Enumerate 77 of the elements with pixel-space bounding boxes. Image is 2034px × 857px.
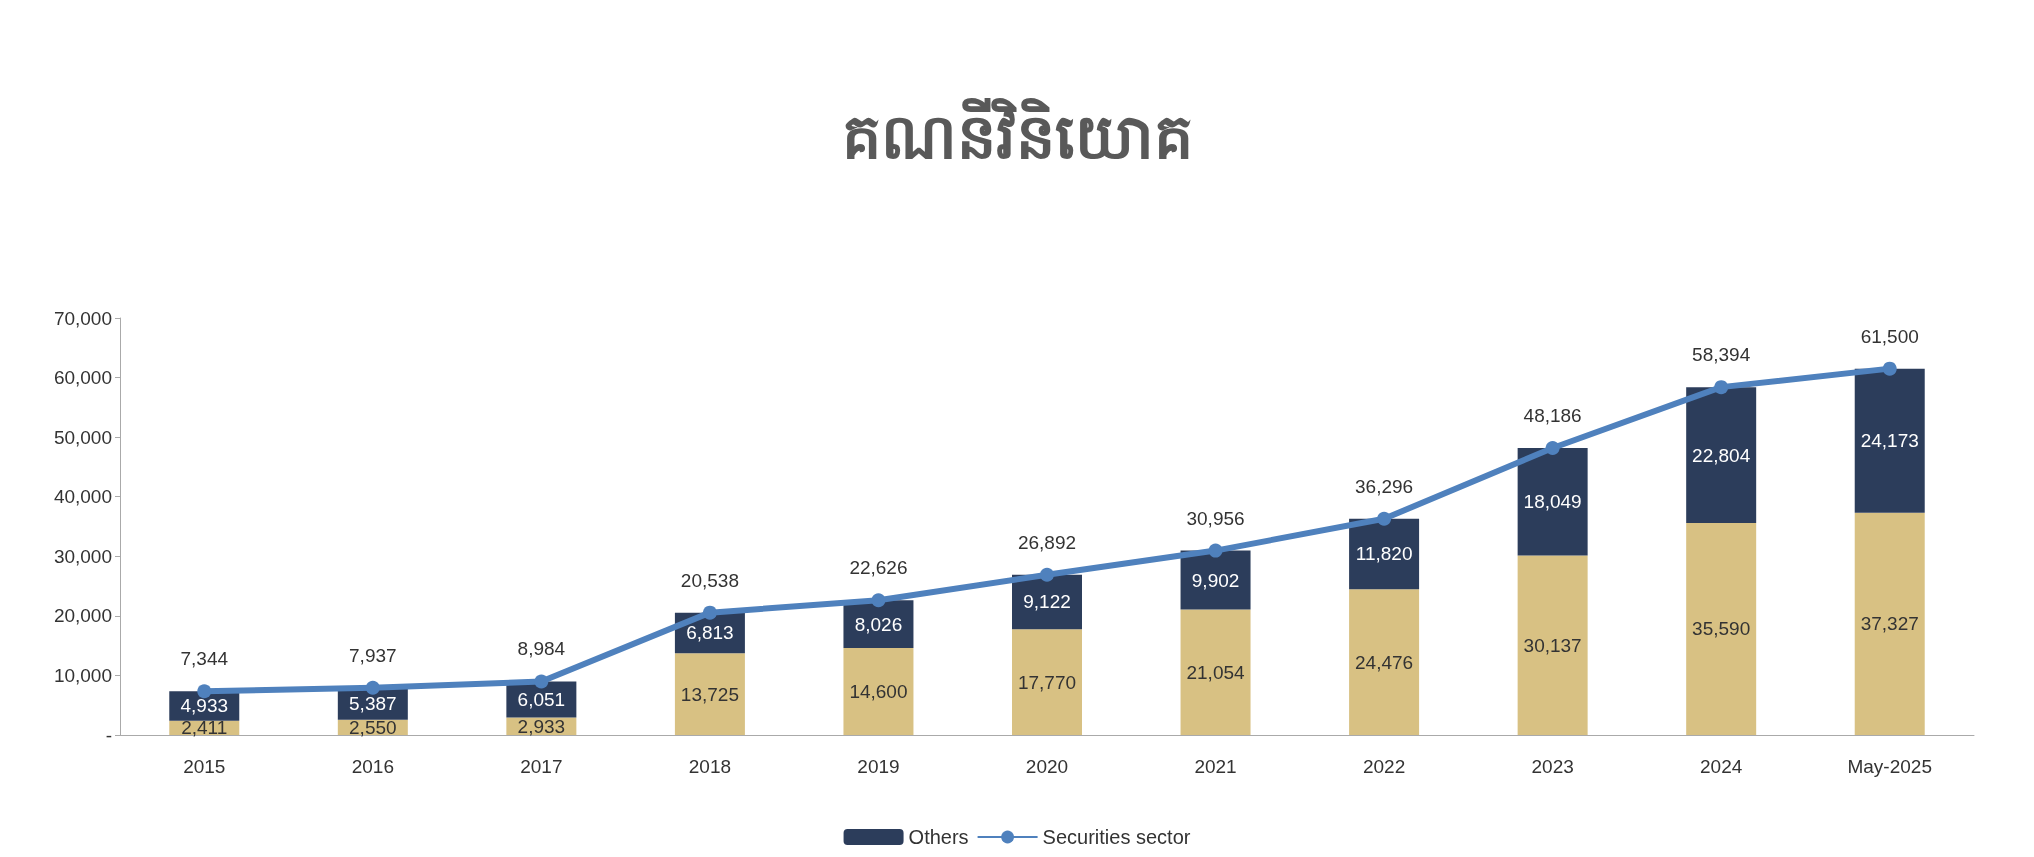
- data-label: 8,984: [517, 638, 566, 660]
- data-label: 14,600: [849, 681, 908, 703]
- point: [365, 680, 380, 695]
- bar: [1349, 589, 1420, 735]
- y-tick-label: 30,000: [53, 545, 112, 567]
- bar: [843, 648, 914, 735]
- data-label: 2,933: [517, 715, 566, 737]
- data-label: 8,026: [854, 613, 903, 635]
- x-tick-label: 2020: [1025, 756, 1069, 777]
- data-label: 2,411: [181, 717, 228, 739]
- bar: [1686, 387, 1757, 523]
- point: [1545, 440, 1560, 455]
- x-tick-label: 2016: [351, 756, 394, 777]
- data-label: 37,327: [1860, 613, 1919, 635]
- data-label: 4,933: [180, 695, 229, 717]
- data-label: 9,122: [1023, 591, 1071, 613]
- x-tick-label: 2018: [688, 756, 732, 777]
- data-label: 22,804: [1692, 444, 1751, 466]
- bar: [1517, 447, 1588, 556]
- bar: [674, 653, 745, 735]
- data-label: 26,892: [1017, 531, 1077, 553]
- data-label: 30,137: [1523, 634, 1582, 656]
- y-tick-label: 70,000: [53, 307, 112, 329]
- data-label: 13,725: [680, 683, 739, 705]
- point: [702, 605, 717, 620]
- x-tick-label: May-2025: [1847, 756, 1932, 777]
- bar: [1517, 555, 1588, 735]
- point: [1882, 361, 1897, 376]
- bar: [1012, 629, 1082, 735]
- data-label: 24,476: [1355, 651, 1414, 673]
- x-tick-label: 2019: [857, 756, 900, 777]
- y-tick-label: 10,000: [53, 664, 112, 686]
- data-label: 30,956: [1186, 507, 1245, 529]
- data-label: 6,051: [517, 689, 566, 710]
- y-tick-label: 50,000: [53, 426, 112, 448]
- data-label: 21,054: [1186, 661, 1246, 683]
- point: [534, 674, 549, 689]
- data-label: 5,387: [349, 693, 397, 715]
- chart-title: គណនីវិនិយោគ: [841, 97, 1193, 173]
- y-tick-label: 40,000: [53, 486, 112, 508]
- data-label: 36,296: [1355, 475, 1414, 497]
- x-tick-label: 2015: [183, 756, 226, 777]
- x-tick-label: 2024: [1700, 756, 1743, 777]
- data-label: 58,394: [1692, 344, 1751, 366]
- x-tick-label: 2021: [1194, 756, 1237, 777]
- bar: [1686, 522, 1757, 735]
- data-label: 20,538: [680, 569, 739, 591]
- bar: [1854, 368, 1925, 513]
- x-tick-label: 2023: [1531, 756, 1574, 777]
- data-label: 18,049: [1523, 491, 1582, 513]
- x-tick-label: 2022: [1362, 756, 1406, 777]
- data-label: 48,186: [1523, 404, 1582, 426]
- y-tick-label: 20,000: [53, 605, 112, 627]
- data-label: 17,770: [1017, 671, 1077, 693]
- bar: [1180, 609, 1251, 735]
- data-label: 9,902: [1191, 569, 1240, 591]
- point: [1377, 511, 1392, 526]
- data-label: 2,550: [349, 716, 397, 738]
- y-tick-label: -: [105, 724, 112, 746]
- data-label: 6,813: [686, 622, 734, 644]
- data-label: 61,500: [1860, 325, 1919, 347]
- point: [1208, 543, 1223, 558]
- x-tick-label: 2017: [520, 756, 563, 777]
- legend-label: Others: [908, 826, 969, 848]
- data-label: 7,344: [180, 648, 229, 670]
- data-label: 22,626: [849, 557, 908, 579]
- legend-label: Securities sector: [1042, 826, 1191, 848]
- point: [1040, 567, 1054, 582]
- point: [1714, 380, 1729, 395]
- y-tick-label: 60,000: [53, 367, 112, 389]
- data-label: 35,590: [1692, 618, 1751, 640]
- data-label: 11,820: [1355, 543, 1413, 565]
- bar: [1854, 512, 1925, 735]
- point: [871, 593, 886, 608]
- data-label: 24,173: [1860, 430, 1919, 452]
- point: [197, 684, 212, 699]
- data-label: 7,937: [349, 644, 397, 666]
